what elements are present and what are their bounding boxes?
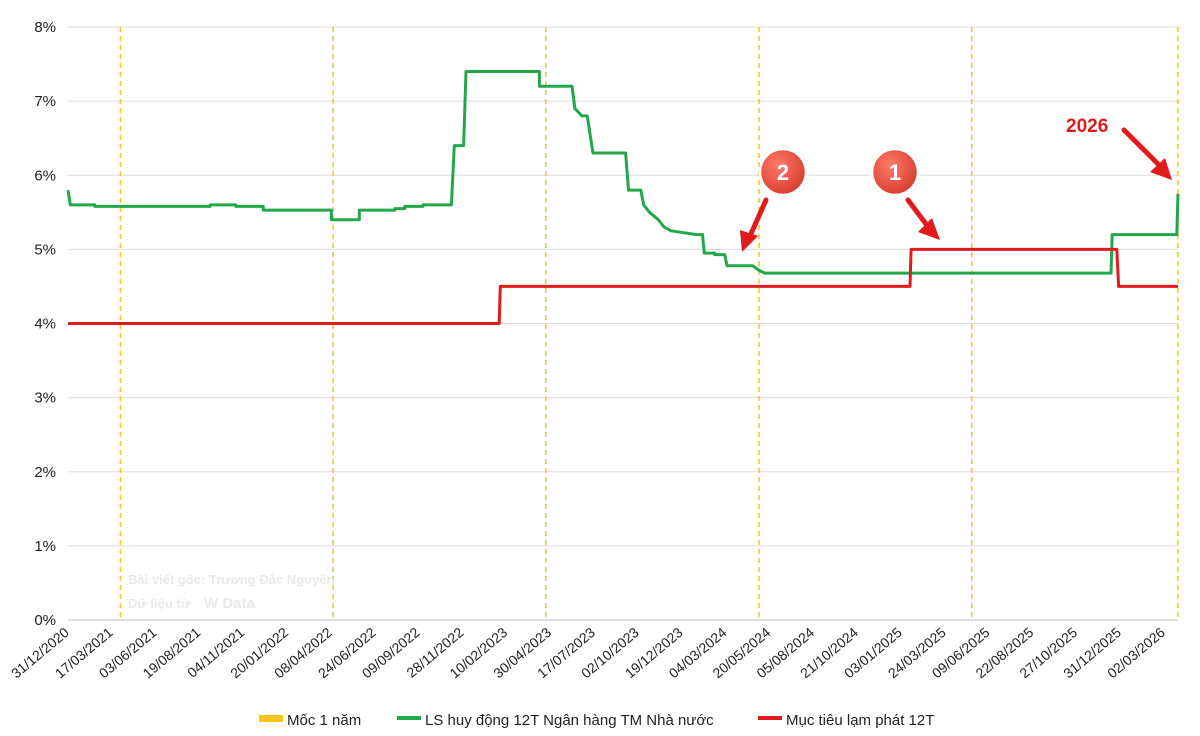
callout-2-label: 2 xyxy=(777,160,789,185)
watermark-line2: Dữ liệu từ xyxy=(128,596,191,611)
callout-2: 2 xyxy=(740,147,808,252)
legend-label-year-markers: Mốc 1 năm xyxy=(287,712,361,729)
legend-label-deposit-rate: LS huy động 12T Ngân hàng TM Nhà nước xyxy=(425,712,714,729)
legend-item-inflation-target: Mục tiêu lạm phát 12T xyxy=(758,712,934,729)
y-tick-label: 8% xyxy=(34,19,56,36)
x-axis-ticks: 31/12/202017/03/202103/06/202119/08/2021… xyxy=(8,624,1168,681)
series-line-inflation-target xyxy=(68,247,1178,325)
series-lines xyxy=(66,70,1180,325)
legend-item-year-markers: Mốc 1 năm xyxy=(259,712,361,729)
watermark-brand: W Data xyxy=(204,595,255,612)
y-tick-label: 7% xyxy=(34,93,56,110)
callout-2026-label: 2026 xyxy=(1066,116,1108,137)
callout-2026-arrow-head xyxy=(1150,158,1172,180)
y-axis-ticks: 0% 1% 2% 3% 4% 5% 6% 7% 8% xyxy=(34,19,56,629)
watermark: Bài viết gốc: Trương Đắc Nguyên Dữ liệu … xyxy=(128,572,335,612)
callout-1-label: 1 xyxy=(889,160,901,185)
watermark-line1: Bài viết gốc: Trương Đắc Nguyên xyxy=(128,572,335,587)
callout-2-arrow-head xyxy=(740,230,758,252)
legend-item-deposit-rate: LS huy động 12T Ngân hàng TM Nhà nước xyxy=(397,712,714,729)
legend-swatch-year-markers xyxy=(259,715,283,722)
legend-label-inflation-target: Mục tiêu lạm phát 12T xyxy=(786,712,934,729)
callout-2026: 2026 xyxy=(1066,116,1172,180)
callout-1-arrow-head xyxy=(918,218,940,240)
callout-1-arrow-shaft xyxy=(905,197,929,227)
legend-swatch-inflation-target xyxy=(758,716,782,720)
y-tick-label: 2% xyxy=(34,464,56,481)
y-tick-label: 3% xyxy=(34,390,56,407)
y-tick-label: 5% xyxy=(34,241,56,258)
y-tick-label: 6% xyxy=(34,167,56,184)
callout-1-circle xyxy=(870,147,920,197)
y-tick-label: 4% xyxy=(34,316,56,333)
callout-2-circle xyxy=(758,147,808,197)
callout-2026-arrow-shaft xyxy=(1121,127,1161,167)
callout-2-arrow-shaft xyxy=(747,197,769,239)
legend: Mốc 1 năm LS huy động 12T Ngân hàng TM N… xyxy=(259,712,934,729)
y-tick-label: 0% xyxy=(34,612,56,629)
series-line-deposit-rate xyxy=(66,70,1180,275)
callout-1: 1 xyxy=(870,147,940,240)
y-tick-label: 1% xyxy=(34,538,56,555)
legend-swatch-deposit-rate xyxy=(397,716,421,720)
callouts: 2 1 2026 xyxy=(740,116,1172,252)
